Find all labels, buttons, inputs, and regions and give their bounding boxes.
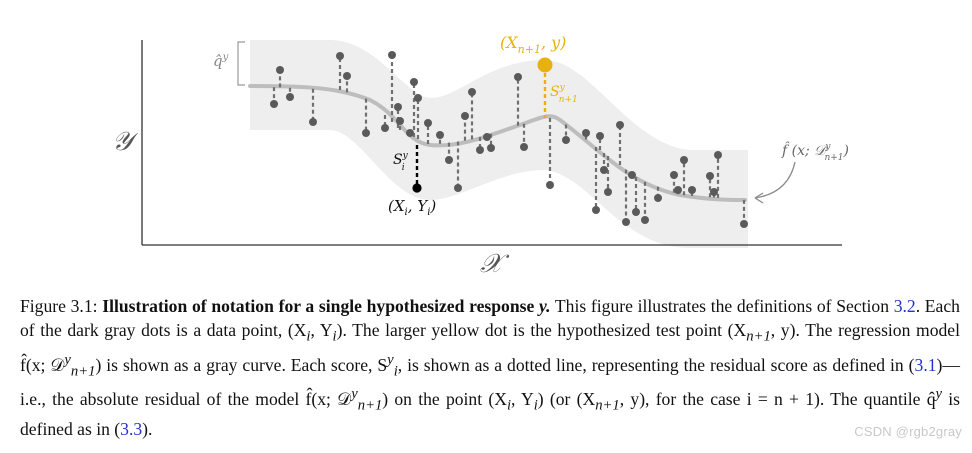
data-point (674, 186, 682, 194)
y-axis-label: 𝒴 (112, 127, 139, 157)
data-point (436, 131, 444, 139)
data-point (616, 121, 624, 129)
caption-text-1: This figure illustrates the definitions … (554, 296, 889, 316)
prediction-band (250, 40, 748, 248)
data-point (600, 166, 608, 174)
data-point (622, 218, 630, 226)
data-point (596, 132, 604, 140)
data-point (632, 208, 640, 216)
figure-number: Figure 3.1: (20, 296, 98, 316)
notation-figure: q̂y 𝒴 𝒳 Sy i (Xi, Yi) (Xn+1, y) Sy n+1 f̂ … (112, 33, 849, 279)
data-point (710, 188, 718, 196)
data-point (582, 129, 590, 137)
data-point (476, 146, 484, 154)
data-point (410, 78, 418, 86)
data-point (487, 144, 495, 152)
data-point (468, 88, 476, 96)
data-point (406, 129, 414, 137)
data-point (670, 171, 678, 179)
highlight-data-point (412, 183, 422, 193)
data-point (546, 181, 554, 189)
section-link[interactable]: 3.2 (893, 296, 916, 316)
caption-title: Illustration of notation for a single hy… (102, 296, 535, 316)
data-point (362, 129, 370, 137)
data-point (604, 188, 612, 196)
figure-caption: Figure 3.1: Illustration of notation for… (20, 296, 960, 440)
data-point (641, 216, 649, 224)
model-arrow-head (754, 192, 764, 204)
caption-title-var: y. (538, 296, 551, 316)
data-point (680, 156, 688, 164)
data-point (276, 66, 284, 74)
watermark: CSDN @rgb2gray (854, 424, 962, 439)
regression-curve (248, 84, 747, 202)
data-point (336, 52, 344, 60)
equation-link-2[interactable]: 3.3 (120, 419, 143, 440)
data-point (461, 112, 469, 120)
data-point (270, 100, 278, 108)
data-point (654, 194, 662, 202)
data-point (740, 220, 748, 228)
data-point (343, 72, 351, 80)
q-hat-bracket (237, 41, 245, 86)
data-point (714, 151, 722, 159)
data-point (688, 186, 696, 194)
data-point (286, 93, 294, 101)
data-point (309, 118, 317, 126)
score-si-label: Sy i (393, 151, 409, 173)
data-point (381, 124, 389, 132)
data-point (592, 206, 600, 214)
data-point (394, 103, 402, 111)
caption-text-2: . Each of the dark gray dots is a data p… (20, 296, 960, 340)
data-point (628, 171, 636, 179)
data-point (424, 119, 432, 127)
data-point (514, 73, 522, 81)
data-point (396, 117, 404, 125)
x-axis-label: 𝒳 (480, 249, 510, 279)
equation-link-1[interactable]: 3.1 (914, 354, 937, 375)
data-point-label: (Xi, Yi) (388, 197, 436, 218)
data-point (454, 184, 462, 192)
data-point (483, 133, 491, 141)
data-points (270, 51, 748, 228)
model-label: f̂ (x; 𝒟y n+1) (781, 141, 849, 163)
data-point (388, 51, 396, 59)
data-point (520, 143, 528, 151)
data-point (706, 172, 714, 180)
q-hat-label: q̂y (213, 52, 229, 70)
data-point (445, 156, 453, 164)
hypothesized-point (537, 57, 553, 73)
model-arrow (754, 161, 796, 199)
data-point (562, 136, 570, 144)
hypothesized-point-label: (Xn+1, y) (500, 33, 566, 56)
hypothesized-score-label: Sy n+1 (550, 83, 578, 105)
data-point (414, 94, 422, 102)
